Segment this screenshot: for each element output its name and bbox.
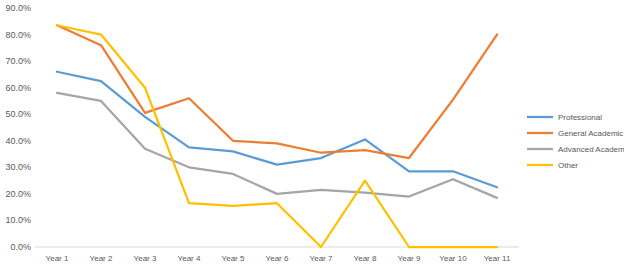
y-tick-label: 30.0% [5, 162, 31, 172]
x-tick-label: Year 4 [178, 254, 201, 263]
legend-label: Professional [558, 113, 602, 122]
x-tick-label: Year 5 [222, 254, 245, 263]
tick-mark [33, 220, 35, 221]
x-tick-label: Year 11 [484, 254, 511, 263]
x-tick-label: Year 1 [46, 254, 69, 263]
legend-swatch [527, 116, 553, 118]
x-tick-label: Year 10 [439, 254, 467, 263]
y-tick-label: 40.0% [5, 136, 31, 146]
tick-mark [33, 140, 35, 141]
y-tick-label: 0.0% [10, 242, 31, 252]
x-tick-label: Year 2 [90, 254, 113, 263]
chart: 0.0% 10.0% 20.0% 30.0% 40.0% 50.0% 60.0% 70.0% 8… [0, 0, 624, 270]
legend-label: Advanced Academic [558, 145, 624, 154]
x-tick-label: Year 9 [398, 254, 421, 263]
y-tick-label: 10.0% [5, 215, 31, 225]
tick-mark [33, 8, 35, 9]
series-line [57, 25, 497, 158]
x-tick-label: Year 7 [310, 254, 333, 263]
y-tick-label: 60.0% [5, 83, 31, 93]
y-tick-label: 50.0% [5, 109, 31, 119]
tick-mark [33, 247, 35, 248]
x-tick-label: Year 6 [266, 254, 289, 263]
legend-label: General Academic [558, 129, 623, 138]
tick-mark [33, 61, 35, 62]
y-tick-label: 90.0% [5, 3, 31, 13]
y-tick-label: 80.0% [5, 30, 31, 40]
legend-swatch [527, 148, 553, 150]
tick-mark [33, 87, 35, 88]
tick-mark [33, 114, 35, 115]
x-tick-label: Year 3 [134, 254, 157, 263]
y-tick-label: 20.0% [5, 189, 31, 199]
x-tick-label: Year 8 [354, 254, 377, 263]
tick-mark [33, 167, 35, 168]
series-line [57, 25, 497, 247]
legend-label: Other [558, 161, 578, 170]
legend-swatch [527, 164, 553, 166]
plot-lines [57, 25, 497, 247]
tick-mark [33, 193, 35, 194]
legend-swatch [527, 132, 553, 134]
y-tick-label: 70.0% [5, 56, 31, 66]
tick-mark [33, 34, 35, 35]
series-line [57, 93, 497, 198]
